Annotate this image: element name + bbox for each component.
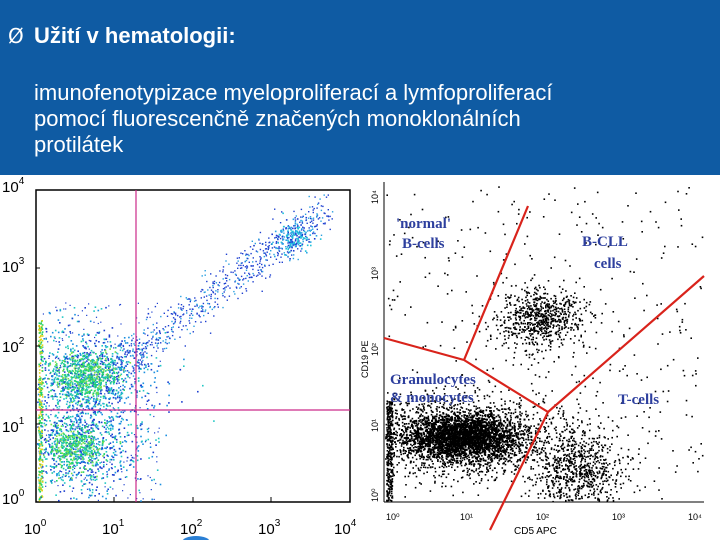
left-x-ticks: 100 101 102 103 104: [24, 497, 357, 538]
bcll-cells-label: cells: [594, 256, 622, 272]
left-x-tick-label: 103: [258, 518, 281, 538]
left-y-tick-label: 104: [2, 176, 25, 196]
tcells-label: T-cells: [618, 392, 659, 408]
left-y-ticks: 104 103 102 101 100: [2, 176, 40, 508]
granulocytes-monocytes-label: & monocytes: [390, 390, 474, 406]
right-plot-annotations: 'normal' B-cells B-CLL cells Granulocyte…: [390, 216, 659, 408]
left-x-tick-label: 102: [180, 518, 203, 538]
right-x-tick-label: 10³: [612, 512, 625, 522]
slide-header: [0, 0, 720, 175]
slide-body-text: imunofenotypizace myeloproliferací a lym…: [34, 80, 714, 158]
bcll-cells-label: B-CLL: [582, 234, 628, 250]
right-y-tick-label: 10²: [370, 343, 380, 356]
left-y-tick-label: 102: [2, 336, 25, 356]
left-y-tick-label: 100: [2, 488, 25, 508]
body-line-3: protilátek: [34, 132, 124, 157]
left-dot-plot: 104 103 102 101 100 100 101 102 103 104: [2, 176, 357, 538]
right-y-axis-label: CD19 PE: [360, 340, 370, 378]
right-x-tick-label: 10⁴: [688, 512, 702, 522]
left-x-tick-label: 101: [102, 518, 125, 538]
left-x-tick-label: 104: [334, 518, 357, 538]
slide-nav-marker[interactable]: [182, 536, 210, 540]
left-y-tick-label: 101: [2, 416, 25, 436]
left-x-tick-label: 100: [24, 518, 47, 538]
right-plot-events: [385, 186, 704, 503]
right-dot-plot: 'normal' B-cells B-CLL cells Granulocyte…: [360, 182, 705, 537]
granulocytes-monocytes-label: Granulocytes: [390, 372, 476, 388]
right-x-tick-label: 10²: [536, 512, 549, 522]
region-boundaries: [383, 205, 705, 531]
right-y-tick-label: 10³: [370, 267, 380, 280]
right-x-axis-label: CD5 APC: [514, 526, 557, 537]
slide-title: Užití v hematologii:: [34, 23, 236, 48]
right-x-tick-label: 10⁰: [386, 512, 400, 522]
body-line-2: pomocí fluorescenčně značených monokloná…: [34, 106, 521, 131]
right-y-tick-label: 10¹: [370, 419, 380, 432]
right-y-ticks: 10⁴ 10³ 10² 10¹ 10⁰ CD19 PE: [360, 190, 380, 502]
bullet-arrow-icon: Ø: [8, 24, 24, 48]
right-y-tick-label: 10⁴: [370, 190, 380, 204]
left-y-tick-label: 103: [2, 256, 25, 276]
normal-bcells-label: 'normal': [396, 216, 451, 232]
body-line-1: imunofenotypizace myeloproliferací a lym…: [34, 80, 553, 105]
left-plot-events: [37, 194, 334, 502]
right-y-tick-label: 10⁰: [370, 488, 380, 502]
normal-bcells-label: B-cells: [402, 236, 445, 252]
right-x-ticks: 10⁰ 10¹ 10² 10³ 10⁴ CD5 APC: [386, 512, 702, 537]
right-x-tick-label: 10¹: [460, 512, 473, 522]
